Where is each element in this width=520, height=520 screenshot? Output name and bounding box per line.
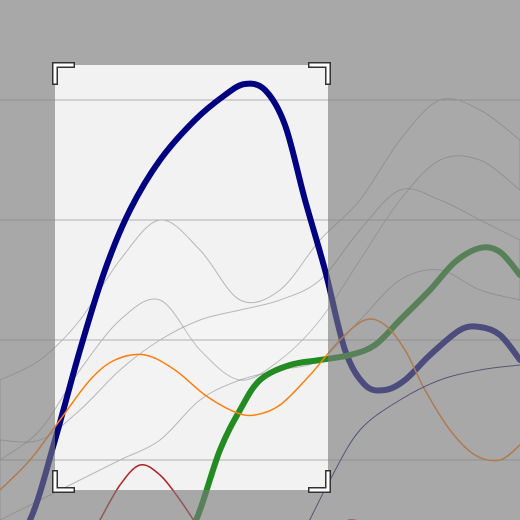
selection-handles[interactable] <box>52 62 331 493</box>
selection-handle-top-right[interactable] <box>309 63 330 84</box>
selection-handle-top-left[interactable] <box>53 63 74 84</box>
selection-handle-bottom-left[interactable] <box>53 471 74 492</box>
selection-handle-bottom-right[interactable] <box>309 471 330 492</box>
